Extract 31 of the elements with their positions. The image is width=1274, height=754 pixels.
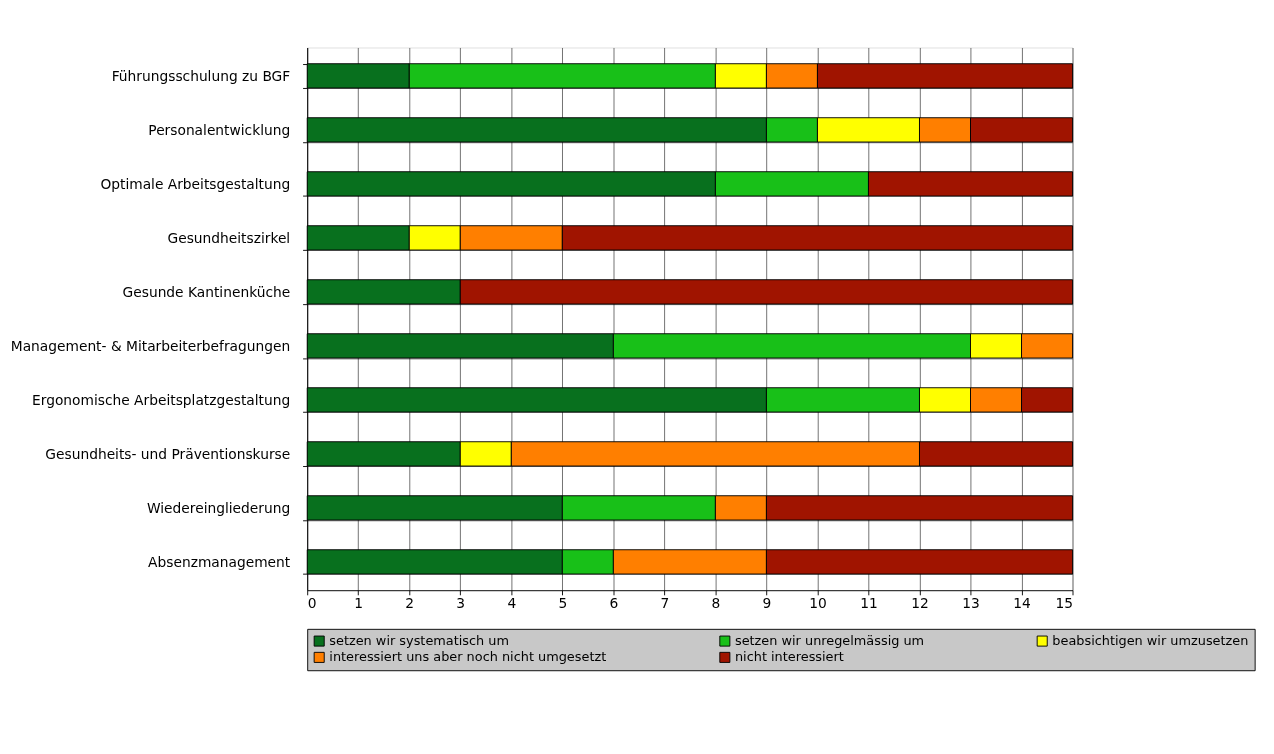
x-tick-label: 8 [711,595,721,612]
x-tick-label: 2 [405,595,415,612]
legend-label: nicht interessiert [734,649,844,665]
y-tick-label: Personalentwicklung [148,121,291,138]
y-tick-label: Ergonomische Arbeitsplatzgestaltung [32,391,291,408]
x-tick-label: 0 [307,595,317,612]
y-tick-label: Gesundheitszirkel [167,229,291,246]
legend-label: setzen wir unregelmässig um [734,632,925,648]
x-tick-label: 11 [860,595,878,612]
y-tick-label: Management- & Mitarbeiterbefragungen [10,337,291,354]
x-tick-label: 13 [962,595,980,612]
y-tick-label: Wiedereingliederung [146,499,291,516]
y-tick-label: Absenzmanagement [148,553,291,570]
y-tick-label: Gesunde Kantinenküche [122,283,291,300]
x-tick-label: 4 [507,595,517,612]
x-tick-label: 5 [558,595,568,612]
x-tick-label: 6 [609,595,619,612]
legend-label: beabsichtigen wir umzusetzen [1052,632,1249,648]
legend-label: interessiert uns aber noch nicht umgesetzt [329,649,607,665]
x-tick-label: 10 [809,595,827,612]
y-tick-label: Führungsschulung zu BGF [111,67,291,84]
legend-label: setzen wir systematisch um [329,632,509,648]
x-tick-label: 7 [660,595,670,612]
x-tick-label: 15 [1055,595,1074,612]
x-tick-label: 3 [456,595,466,612]
y-tick-label: Optimale Arbeitsgestaltung [100,175,291,192]
x-tick-label: 9 [762,595,772,612]
x-tick-label: 1 [354,595,364,612]
y-tick-label: Gesundheits- und Präventionskurse [45,445,291,462]
x-tick-label: 12 [911,595,929,612]
x-tick-label: 14 [1013,595,1031,612]
